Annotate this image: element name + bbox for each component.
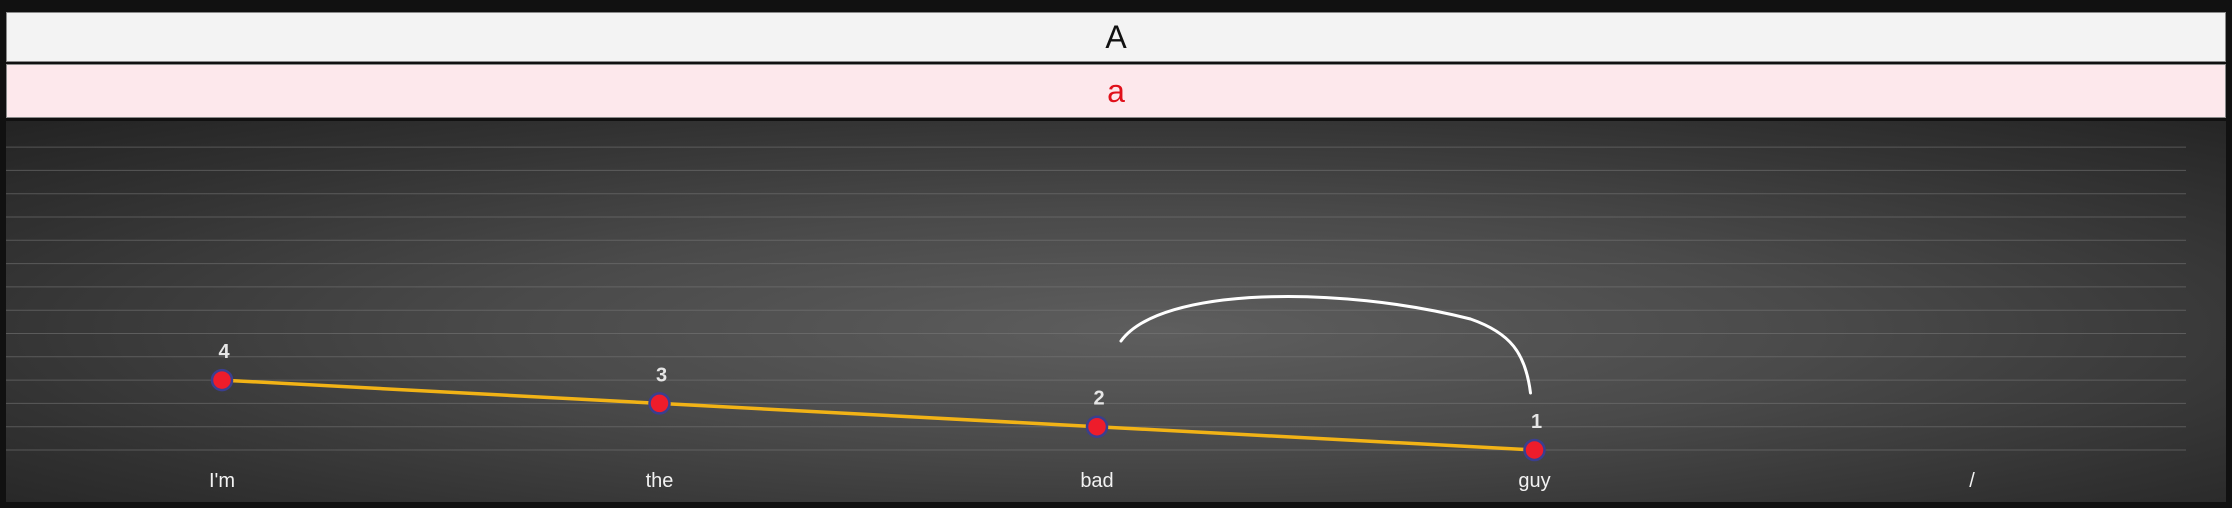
slur-arc xyxy=(1119,295,1532,395)
pitch-letter-subheader: a xyxy=(6,64,2226,118)
pitch-contour-svg: 4 3 2 1 I'm the bad guy / xyxy=(6,146,2186,492)
point-label: 1 xyxy=(1531,411,1542,433)
contour-line xyxy=(221,378,1535,452)
word-label: / xyxy=(1969,470,1975,492)
contour-point xyxy=(210,368,234,392)
word-label: the xyxy=(646,470,674,492)
slur-arc-group xyxy=(1119,295,1532,395)
word-labels-group: I'm the bad guy / xyxy=(209,470,1975,492)
pitch-letter-header: A xyxy=(6,12,2226,62)
word-label: I'm xyxy=(209,470,235,492)
contour-point xyxy=(648,392,671,415)
gridlines xyxy=(6,146,2186,451)
word-label: guy xyxy=(1518,470,1550,492)
header-title: A xyxy=(1105,19,1127,55)
point-label: 2 xyxy=(1093,388,1104,410)
pitch-contour-chart: 4 3 2 1 I'm the bad guy / xyxy=(6,121,2226,502)
header-subtitle: a xyxy=(1107,73,1125,109)
word-label: bad xyxy=(1080,470,1113,492)
point-label: 4 xyxy=(218,341,230,363)
contour-line-group xyxy=(221,378,1535,452)
contour-point xyxy=(1085,415,1109,438)
point-labels-group: 4 3 2 1 xyxy=(218,341,1542,433)
contour-point xyxy=(1523,438,1546,462)
contour-points-group xyxy=(210,368,1546,462)
point-label: 3 xyxy=(656,364,667,386)
